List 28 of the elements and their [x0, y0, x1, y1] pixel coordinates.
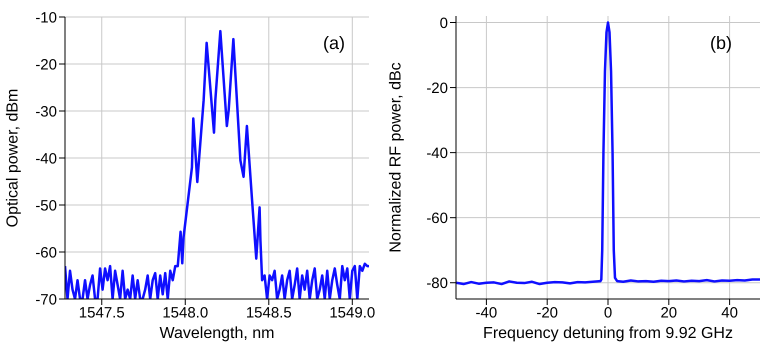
y-tick-label: -50 [35, 197, 57, 214]
x-axis-title: Wavelength, nm [159, 325, 275, 342]
annotation: (b) [710, 33, 732, 54]
y-axis-title: Optical power, dBm [4, 88, 22, 228]
x-tick-label: 40 [721, 304, 738, 322]
y-tick-label: -40 [35, 150, 57, 168]
line-series [456, 21, 760, 286]
x-tick-label: 1547.5 [78, 304, 125, 322]
y-axis-title: Normalized RF power, dBc [388, 62, 405, 253]
annotation: (a) [323, 33, 345, 54]
y-tick-label: -30 [35, 103, 57, 120]
x-tick-label: 1548.0 [162, 304, 208, 322]
y-tick-label: -80 [426, 275, 448, 292]
x-tick-label: 20 [660, 304, 678, 322]
x-tick-label: 1549.0 [329, 304, 376, 322]
y-tick-label: -20 [35, 56, 57, 74]
y-tick-label: -20 [426, 80, 448, 97]
y-tick-label: -70 [35, 291, 57, 308]
x-tick-label: 0 [604, 304, 612, 322]
y-tick-label: -60 [426, 210, 448, 228]
x-tick-label: -20 [536, 304, 558, 322]
x-tick-label: -40 [476, 304, 498, 322]
x-tick-label: 1548.5 [246, 304, 292, 322]
y-tick-label: -40 [426, 144, 448, 162]
y-tick-label: 0 [440, 14, 448, 32]
x-axis-title: Frequency detuning from 9.92 GHz [483, 325, 733, 342]
y-tick-label: -10 [35, 9, 57, 26]
y-tick-label: -60 [35, 244, 57, 262]
